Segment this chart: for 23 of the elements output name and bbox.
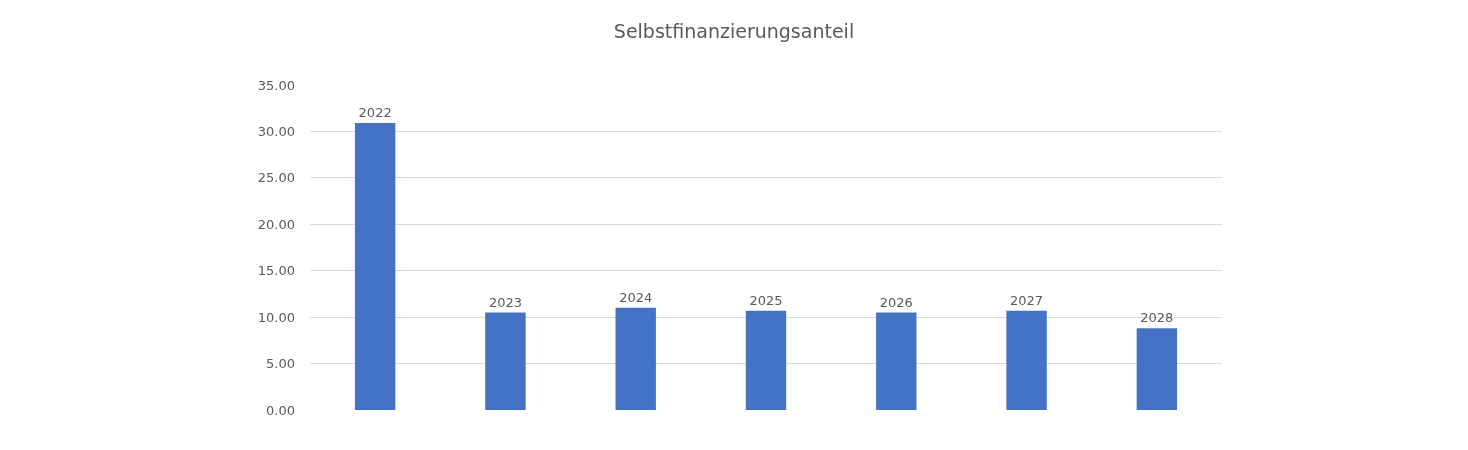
bar [354,123,396,410]
bar [485,312,526,410]
x-tick-label: 2027 [1010,292,1044,308]
x-tick-label: 2022 [358,105,392,121]
x-tick-label: 2025 [749,292,783,308]
y-tick-label: 25.00 [257,170,295,186]
bar [745,310,787,410]
x-tick-label: 2023 [488,294,522,310]
y-tick-label: 5.00 [266,356,295,372]
y-tick-label: 10.00 [257,309,295,325]
bar [615,307,656,410]
x-tick-label: 2026 [879,294,913,310]
y-tick-label: 20.00 [257,216,295,232]
y-tick-label: 15.00 [257,263,295,279]
bar [1006,310,1047,410]
bar [876,312,917,410]
bar [1136,328,1178,410]
y-tick-label: 30.00 [257,123,295,139]
x-tick-label: 2028 [1140,310,1174,326]
x-tick-label: 2024 [619,289,653,305]
chart-title: Selbstfinanzierungsanteil [613,20,855,43]
y-tick-label: 35.00 [257,77,295,93]
y-tick-label: 0.00 [266,402,295,418]
